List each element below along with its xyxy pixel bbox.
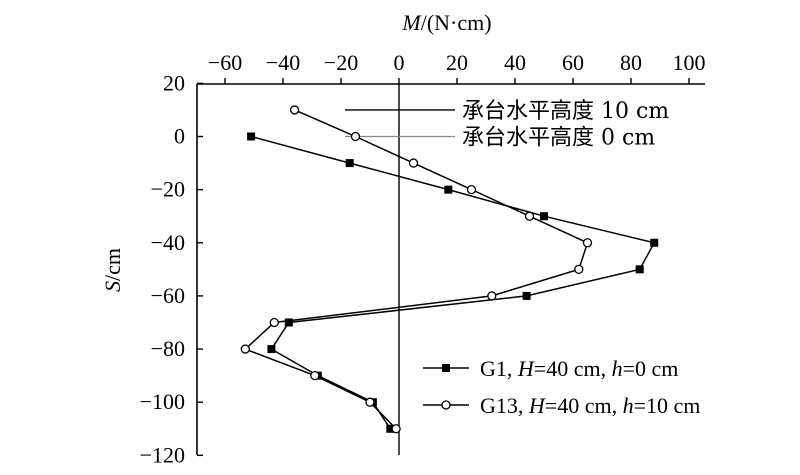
legend-label-g1: G1, H=40 cm, h=0 cm xyxy=(480,356,678,381)
y-axis-title: S/cm xyxy=(100,248,125,292)
legend: G1, H=40 cm, h=0 cm G13, H=40 cm, h=10 c… xyxy=(423,356,700,418)
y-tick-label: −40 xyxy=(151,230,185,255)
series-layer xyxy=(240,105,659,434)
y-tick-label: −80 xyxy=(151,336,185,361)
data-point-circle xyxy=(582,238,593,248)
legend-g13-H: H xyxy=(528,393,546,418)
data-point-square xyxy=(345,159,354,168)
y-tick-label: 20 xyxy=(163,70,185,95)
y-tick-label: −120 xyxy=(140,442,185,467)
y-tick-label: −60 xyxy=(151,283,185,308)
axes xyxy=(196,83,705,455)
data-point-circle xyxy=(487,291,497,301)
x-tick-label: 80 xyxy=(620,50,642,75)
reference-line-label: 承台水平高度 0 cm xyxy=(462,126,655,151)
legend-g1-H: H xyxy=(517,356,535,381)
y-ticks: 20 0 −20 −40 −60 −80 −100 −120 xyxy=(140,70,203,467)
legend-g13-mid: =40 cm, xyxy=(545,393,623,418)
data-point-circle xyxy=(269,317,279,328)
data-point-circle xyxy=(350,131,361,142)
x-axis-title: M/(N·cm) xyxy=(401,10,491,35)
data-point-square xyxy=(444,185,453,194)
y-axis-title-unit: /cm xyxy=(100,248,125,281)
data-point-square xyxy=(635,265,644,274)
legend-g1-mid: =40 cm, xyxy=(534,356,612,381)
data-point-circle xyxy=(289,105,300,115)
data-point-circle xyxy=(240,344,250,354)
data-point-circle xyxy=(524,211,535,221)
legend-label-g13: G13, H=40 cm, h=10 cm xyxy=(480,393,700,418)
x-axis-title-unit: /(N·cm) xyxy=(421,10,492,35)
data-point-square xyxy=(522,291,531,300)
x-axis-title-var: M xyxy=(401,10,422,35)
data-point-square xyxy=(540,212,548,221)
legend-g13-h: h xyxy=(623,393,634,418)
x-tick-label: −20 xyxy=(324,50,358,75)
data-point-circle xyxy=(466,184,477,195)
x-ticks: −60 −40 −20 0 20 40 60 80 100 xyxy=(208,50,706,84)
legend-item-g1: G1, H=40 cm, h=0 cm xyxy=(423,356,678,381)
data-point-circle xyxy=(310,370,320,381)
data-point-circle xyxy=(365,397,375,407)
legend-g13-prefix: G13, xyxy=(480,393,529,418)
x-tick-label: 0 xyxy=(394,50,405,75)
legend-g1-h: h xyxy=(612,356,623,381)
x-tick-label: 40 xyxy=(504,50,526,75)
data-point-circle xyxy=(408,158,419,168)
legend-marker-square xyxy=(442,364,450,372)
legend-g1-prefix: G1, xyxy=(480,356,518,381)
legend-g13-suffix: =10 cm xyxy=(634,393,701,418)
x-tick-label: 20 xyxy=(446,50,468,75)
data-point-square xyxy=(650,238,659,247)
reference-line-label: 承台水平高度 10 cm xyxy=(462,99,669,124)
x-tick-label: 60 xyxy=(562,50,584,75)
x-tick-label: −40 xyxy=(266,50,300,75)
x-tick-label: 100 xyxy=(673,50,706,75)
data-point-square xyxy=(284,318,293,327)
data-point-square xyxy=(247,132,256,141)
y-axis-title-var: S xyxy=(100,281,125,292)
data-point-square xyxy=(386,424,395,433)
legend-item-g13: G13, H=40 cm, h=10 cm xyxy=(423,393,700,418)
data-point-circle xyxy=(391,424,401,434)
data-point-square xyxy=(267,345,276,354)
x-tick-label: −60 xyxy=(208,50,242,75)
y-tick-label: 0 xyxy=(174,124,185,149)
legend-marker-circle xyxy=(441,400,451,410)
y-tick-label: −100 xyxy=(140,389,185,414)
series-line xyxy=(250,135,656,430)
y-tick-label: −20 xyxy=(151,177,185,202)
data-point-circle xyxy=(574,264,584,275)
legend-g1-suffix: =0 cm xyxy=(623,356,679,381)
